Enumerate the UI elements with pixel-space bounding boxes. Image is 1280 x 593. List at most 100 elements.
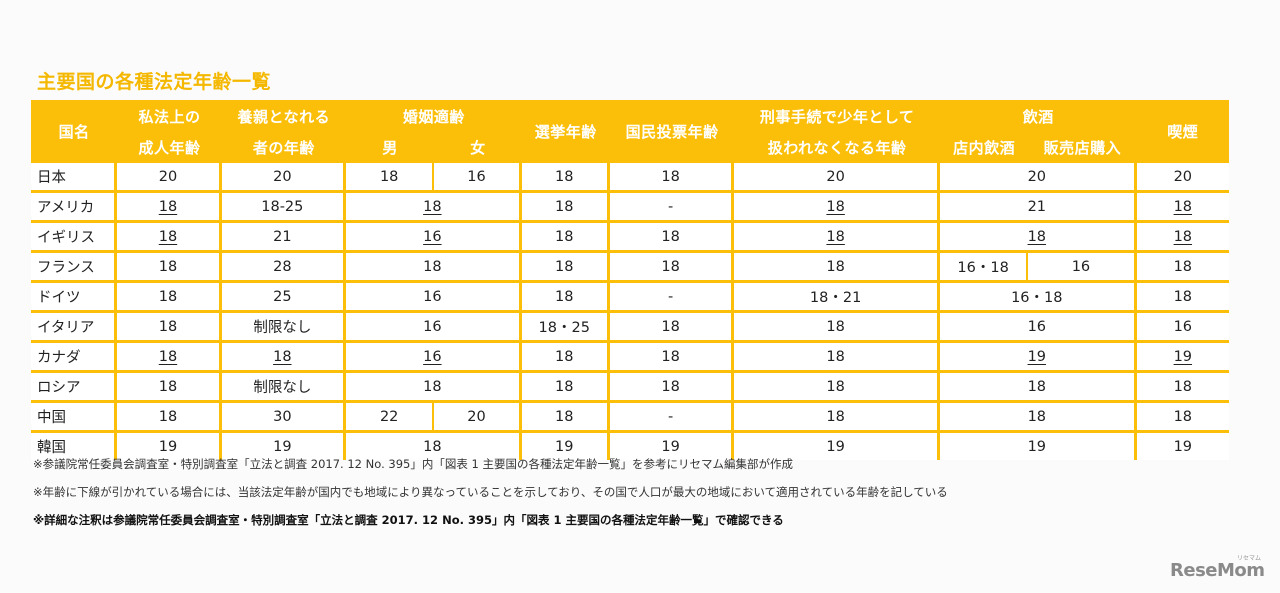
header-smoking: 喫煙: [1136, 100, 1229, 163]
table-row: フランス 18 28 18 18 18 18 16・18 16 18: [31, 253, 1229, 283]
marriage-age-cell: 18: [346, 193, 522, 223]
table-row: ドイツ 18 25 16 18 - 18・21 16・18 18: [31, 283, 1229, 313]
adoption-age-cell: 制限なし: [221, 313, 347, 343]
underlined-value: 16: [423, 228, 442, 245]
underlined-value: 18: [273, 348, 292, 365]
header-female: 女: [434, 132, 522, 163]
adoption-age-cell: 18-25: [221, 193, 347, 223]
smoking-age-cell: 19: [1136, 343, 1229, 373]
underlined-value: 19: [1173, 348, 1193, 365]
election-age-cell: 18: [521, 223, 610, 253]
election-age-cell: 18: [521, 403, 610, 433]
smoking-age-cell: 18: [1136, 253, 1229, 283]
adoption-age-cell: 28: [221, 253, 347, 283]
underlined-value: 18: [1173, 228, 1193, 245]
criminal-age-cell: 18: [734, 223, 940, 253]
header-election: 選挙年齢: [521, 100, 610, 163]
adult-age-cell: 18: [117, 343, 222, 373]
marriage-age-cell: 16: [346, 283, 522, 313]
country-cell: ドイツ: [31, 283, 118, 313]
table-row: イギリス 18 21 16 18 18 18 18 18: [31, 223, 1229, 253]
drinking-age-cell: 19: [939, 343, 1137, 373]
page-title: 主要国の各種法定年齢一覧: [37, 71, 272, 93]
country-cell: ロシア: [31, 373, 118, 403]
criminal-age-cell: 18: [734, 373, 940, 403]
criminal-age-cell: 18: [734, 403, 940, 433]
logo-subtext: リセマム: [1237, 555, 1262, 562]
marriage-male-cell: 18: [346, 163, 435, 193]
adult-age-cell: 18: [117, 283, 222, 313]
election-age-cell: 18: [521, 253, 610, 283]
referendum-age-cell: 18: [609, 373, 735, 403]
marriage-age-cell: 16: [346, 313, 522, 343]
smoking-age-cell: 18: [1136, 223, 1229, 253]
criminal-age-cell: 18・21: [734, 283, 940, 313]
marriage-age-cell: 18: [346, 433, 522, 460]
referendum-age-cell: -: [609, 403, 735, 433]
marriage-age-cell: 16: [346, 223, 522, 253]
underlined-value: 18: [158, 348, 178, 365]
referendum-age-cell: 18: [609, 163, 735, 193]
adoption-age-cell: 21: [221, 223, 347, 253]
country-cell: イタリア: [31, 313, 118, 343]
country-cell: フランス: [31, 253, 118, 283]
adult-age-cell: 19: [117, 433, 222, 460]
underlined-value: 18: [826, 198, 845, 215]
drinking-age-cell: 16・18: [939, 283, 1137, 313]
drinking-age-cell: 19: [939, 433, 1137, 460]
adoption-age-cell: 18: [221, 343, 347, 373]
underlined-value: 16: [423, 348, 442, 365]
underline-note: ※年齢に下線が引かれている場合には、当該法定年齢が国内でも地域により異なっている…: [33, 485, 948, 499]
header-marriage: 婚姻適齢: [346, 100, 522, 132]
marriage-male-cell: 22: [346, 403, 435, 433]
country-cell: カナダ: [31, 343, 118, 373]
criminal-age-cell: 18: [734, 193, 940, 223]
election-age-cell: 18: [521, 343, 610, 373]
underlined-value: 18: [1173, 198, 1193, 215]
criminal-age-cell: 18: [734, 313, 940, 343]
referendum-age-cell: 18: [609, 253, 735, 283]
election-age-cell: 18: [521, 163, 610, 193]
resemom-logo: ReseMom: [1170, 560, 1265, 581]
adult-age-cell: 20: [117, 163, 222, 193]
header-adult-line2: 成人年齢: [117, 132, 222, 163]
marriage-female-cell: 20: [434, 403, 522, 433]
table-row: カナダ 18 18 16 18 18 18 19 19: [31, 343, 1229, 373]
election-age-cell: 18: [521, 373, 610, 403]
marriage-age-cell: 18: [346, 253, 522, 283]
country-cell: アメリカ: [31, 193, 118, 223]
criminal-age-cell: 18: [734, 343, 940, 373]
adoption-age-cell: 制限なし: [221, 373, 347, 403]
header-criminal-line2: 扱われなくなる年齢: [734, 132, 940, 163]
underlined-value: 18: [1027, 228, 1047, 245]
drink-in-store-cell: 16・18: [939, 253, 1029, 283]
referendum-age-cell: 18: [609, 313, 735, 343]
country-cell: 中国: [31, 403, 118, 433]
marriage-age-cell: 18: [346, 373, 522, 403]
header-drinking: 飲酒: [939, 100, 1137, 132]
referendum-age-cell: 18: [609, 343, 735, 373]
criminal-age-cell: 20: [734, 163, 940, 193]
smoking-age-cell: 19: [1136, 433, 1229, 460]
smoking-age-cell: 18: [1136, 403, 1229, 433]
smoking-age-cell: 18: [1136, 283, 1229, 313]
election-age-cell: 19: [521, 433, 610, 460]
underlined-value: 18: [158, 198, 178, 215]
marriage-age-cell: 16: [346, 343, 522, 373]
table-row: イタリア 18 制限なし 16 18・25 18 18 16 16: [31, 313, 1229, 343]
table-row: アメリカ 18 18-25 18 18 - 18 21 18: [31, 193, 1229, 223]
header-drink-purchase: 販売店購入: [1028, 132, 1137, 163]
country-cell: 韓国: [31, 433, 118, 460]
header-adopt-line2: 者の年齢: [221, 132, 347, 163]
election-age-cell: 18・25: [521, 313, 610, 343]
adult-age-cell: 18: [117, 253, 222, 283]
header-country: 国名: [31, 100, 118, 163]
drinking-age-cell: 21: [939, 193, 1137, 223]
source-note: ※参議院常任委員会調査室・特別調査室「立法と調査 2017. 12 No. 39…: [33, 457, 793, 471]
adult-age-cell: 18: [117, 223, 222, 253]
smoking-age-cell: 16: [1136, 313, 1229, 343]
underlined-value: 18: [423, 198, 442, 215]
underlined-value: 19: [1027, 348, 1047, 365]
detail-note: ※詳細な注釈は参議院常任委員会調査室・特別調査室「立法と調査 2017. 12 …: [33, 513, 784, 527]
referendum-age-cell: -: [609, 283, 735, 313]
